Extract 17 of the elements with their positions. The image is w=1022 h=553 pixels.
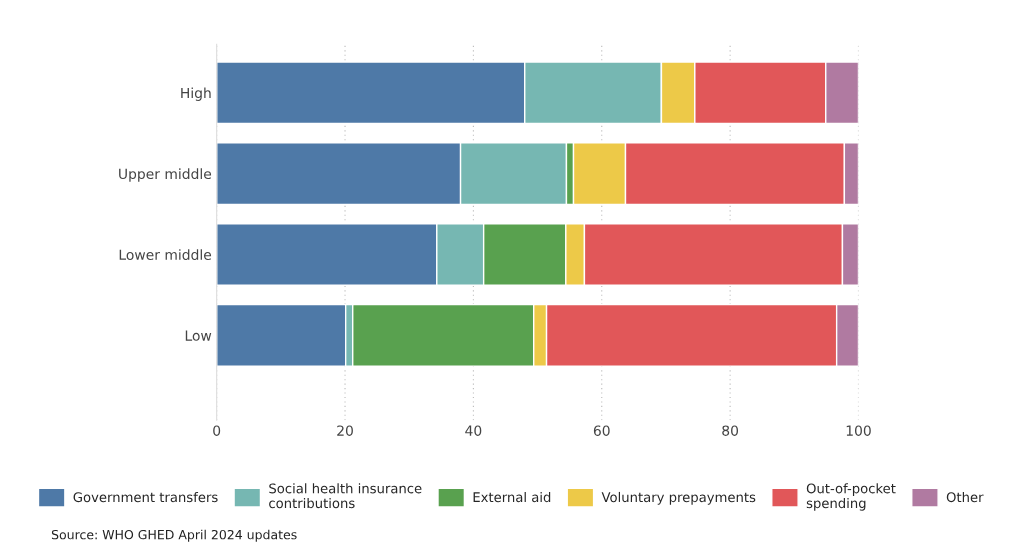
x-tick-label: 40 bbox=[465, 425, 482, 436]
y-tick-label: High bbox=[181, 87, 211, 101]
legend-label: Voluntary prepayments bbox=[601, 491, 756, 505]
legend-label: Out-of-pocket spending bbox=[806, 483, 896, 511]
x-tick-label: 0 bbox=[213, 425, 221, 436]
x-tick-label: 60 bbox=[593, 425, 610, 436]
legend-label: Other bbox=[946, 491, 984, 503]
y-tick-label: Upper middle bbox=[119, 168, 212, 182]
y-tick-label: Low bbox=[185, 330, 212, 341]
x-tick-label: 100 bbox=[846, 425, 871, 436]
legend-label: Social health insurance contributions bbox=[269, 483, 422, 509]
legend-label: Government transfers bbox=[73, 491, 218, 503]
y-tick-label: Lower middle bbox=[119, 249, 212, 260]
x-tick-label: 80 bbox=[722, 425, 739, 436]
source-note: Source: WHO GHED April 2024 updates bbox=[51, 529, 297, 542]
x-tick-label: 20 bbox=[337, 425, 353, 436]
legend-label: External aid bbox=[473, 491, 551, 503]
